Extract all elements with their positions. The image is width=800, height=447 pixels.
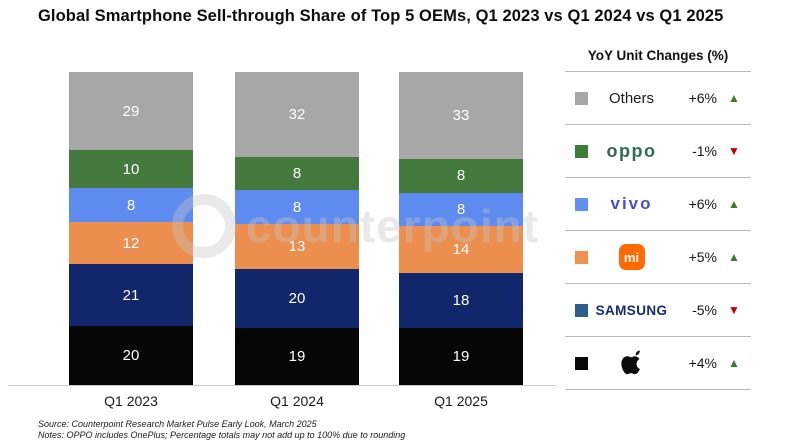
segment-xiaomi: 12 bbox=[69, 222, 193, 265]
footer-notes: Source: Counterpoint Research Market Pul… bbox=[38, 419, 405, 441]
up-triangle-icon: ▲ bbox=[728, 250, 740, 264]
segment-samsung: 21 bbox=[69, 264, 193, 326]
segment-value: 14 bbox=[452, 241, 470, 259]
segment-value: 29 bbox=[122, 102, 140, 120]
segment-value: 8 bbox=[456, 167, 466, 185]
segment-value: 21 bbox=[122, 286, 140, 304]
segment-xiaomi: 13 bbox=[235, 224, 359, 269]
segment-others: 32 bbox=[235, 72, 359, 157]
bar-q1-2024: 32 8 8 13 20 19 bbox=[235, 72, 359, 385]
yoy-change-value: -5% bbox=[692, 302, 717, 318]
segment-value: 20 bbox=[122, 346, 140, 364]
down-triangle-icon: ▼ bbox=[728, 144, 740, 158]
segment-value: 8 bbox=[456, 200, 466, 218]
yoy-change-value: +4% bbox=[688, 355, 717, 371]
segment-value: 13 bbox=[288, 237, 306, 255]
segment-value: 33 bbox=[452, 106, 470, 124]
segment-vivo: 8 bbox=[69, 188, 193, 223]
xiaomi-swatch bbox=[575, 250, 588, 264]
legend-row-oppo: oppo -1% ▼ bbox=[565, 125, 751, 178]
up-triangle-icon: ▲ bbox=[728, 91, 740, 105]
yoy-change-value: +5% bbox=[688, 249, 717, 265]
segment-samsung: 18 bbox=[399, 272, 523, 328]
segment-apple: 19 bbox=[399, 327, 523, 385]
up-triangle-icon: ▲ bbox=[728, 356, 740, 370]
segment-others: 29 bbox=[69, 72, 193, 151]
yoy-change-value: +6% bbox=[688, 90, 717, 106]
x-axis-label: Q1 2023 bbox=[104, 393, 158, 409]
legend-row-samsung: SAMSUNG -5% ▼ bbox=[565, 284, 751, 337]
segment-value: 10 bbox=[122, 160, 140, 178]
legend-row-xiaomi: mi +5% ▲ bbox=[565, 231, 751, 284]
segment-value: 8 bbox=[126, 196, 136, 214]
footnote: Notes: OPPO includes OnePlus; Percentage… bbox=[38, 430, 406, 440]
samsung-logo-icon: SAMSUNG bbox=[595, 302, 668, 318]
bar-q1-2023: 29 10 8 12 21 20 bbox=[69, 72, 193, 385]
oppo-swatch bbox=[575, 144, 588, 158]
segment-oppo: 8 bbox=[235, 156, 359, 191]
segment-value: 19 bbox=[452, 347, 470, 365]
segment-apple: 19 bbox=[235, 327, 359, 385]
legend-panel: YoY Unit Changes (%) Others +6% ▲ oppo -1% ▼ v… bbox=[565, 44, 751, 390]
legend-row-others: Others +6% ▲ bbox=[565, 72, 751, 125]
vivo-swatch bbox=[575, 197, 588, 211]
bar-q1-2025: 33 8 8 14 18 19 bbox=[399, 72, 523, 385]
legend-row-apple: +4% ▲ bbox=[565, 337, 751, 390]
x-axis-line bbox=[8, 385, 556, 386]
legend-row-vivo: vivo +6% ▲ bbox=[565, 178, 751, 231]
source-note: Source: Counterpoint Research Market Pul… bbox=[38, 419, 317, 429]
samsung-swatch bbox=[575, 303, 588, 317]
segment-oppo: 10 bbox=[69, 150, 193, 189]
chart-title: Global Smartphone Sell-through Share of … bbox=[38, 7, 724, 25]
up-triangle-icon: ▲ bbox=[728, 197, 740, 211]
segment-value: 8 bbox=[292, 198, 302, 216]
segment-samsung: 20 bbox=[235, 268, 359, 328]
apple-logo-icon bbox=[588, 349, 675, 377]
yoy-change-value: +6% bbox=[688, 196, 717, 212]
segment-value: 32 bbox=[288, 105, 306, 123]
apple-swatch bbox=[575, 356, 588, 370]
segment-xiaomi: 14 bbox=[399, 226, 523, 273]
others-swatch bbox=[575, 91, 588, 105]
xiaomi-logo-icon: mi bbox=[588, 244, 675, 270]
segment-oppo: 8 bbox=[399, 158, 523, 193]
vivo-logo-icon: vivo bbox=[610, 194, 653, 213]
segment-value: 8 bbox=[292, 164, 302, 182]
segment-others: 33 bbox=[399, 72, 523, 159]
segment-value: 12 bbox=[122, 234, 140, 252]
x-axis-label: Q1 2024 bbox=[270, 393, 324, 409]
oppo-logo-icon: oppo bbox=[606, 140, 657, 161]
segment-apple: 20 bbox=[69, 325, 193, 385]
segment-vivo: 8 bbox=[235, 190, 359, 225]
segment-value: 19 bbox=[288, 347, 306, 365]
legend-rows: Others +6% ▲ oppo -1% ▼ vivo +6% ▲ mi +5% ▲ SAMSUNG -… bbox=[565, 72, 751, 390]
x-axis-label: Q1 2025 bbox=[434, 393, 488, 409]
others-logo-icon: Others bbox=[608, 89, 654, 107]
yoy-change-value: -1% bbox=[692, 143, 717, 159]
legend-title: YoY Unit Changes (%) bbox=[565, 44, 751, 72]
down-triangle-icon: ▼ bbox=[728, 303, 740, 317]
segment-value: 18 bbox=[452, 291, 470, 309]
segment-value: 20 bbox=[288, 289, 306, 307]
segment-vivo: 8 bbox=[399, 192, 523, 227]
